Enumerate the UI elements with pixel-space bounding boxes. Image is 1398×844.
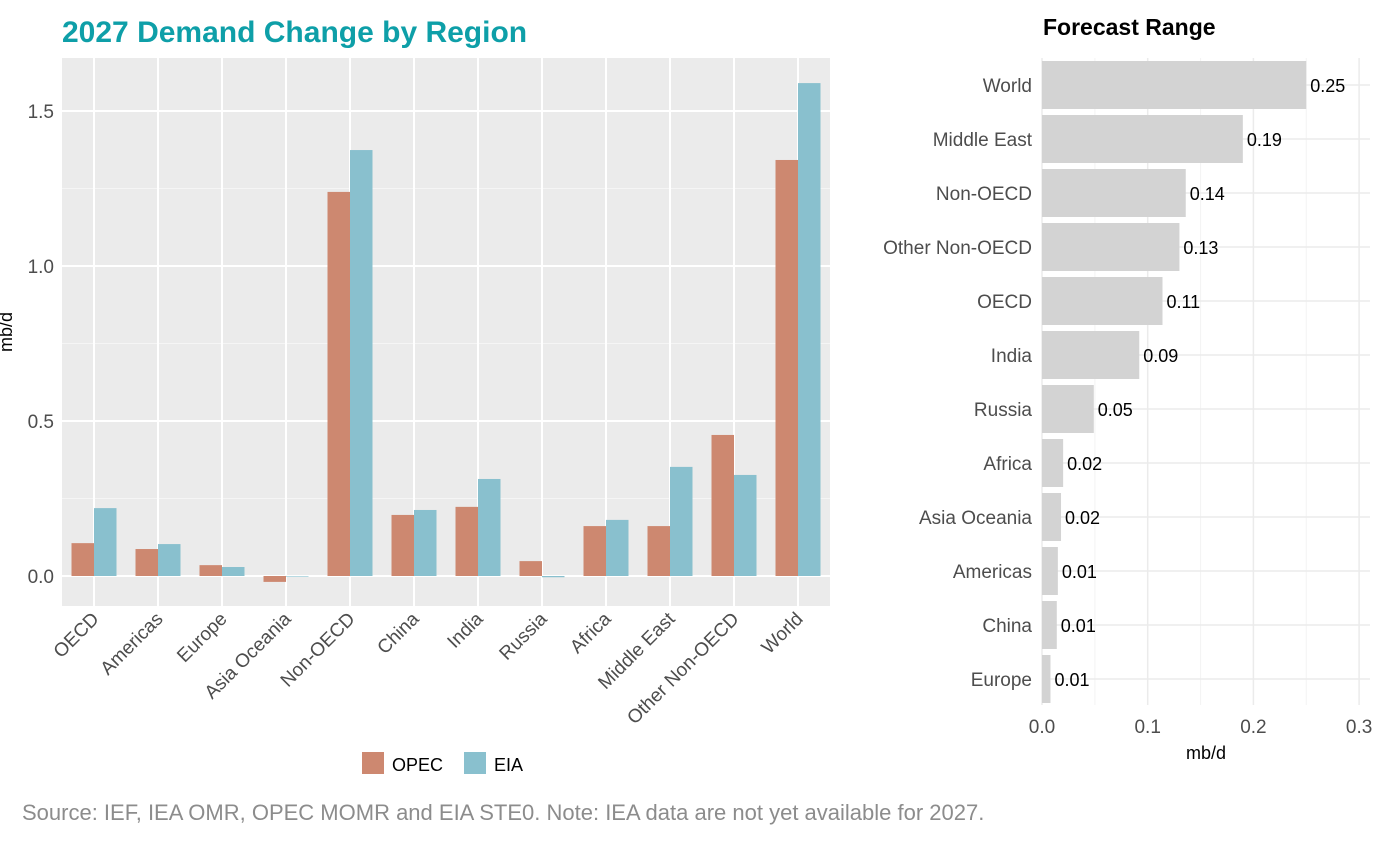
- y-tick-label: 0.5: [28, 412, 54, 433]
- range-bar: [1042, 493, 1062, 541]
- y-tick-label: 1.5: [28, 102, 54, 123]
- bar-eia: [542, 576, 565, 578]
- x-tick-label: India: [444, 608, 488, 652]
- x-tick-label: China: [374, 608, 424, 658]
- x-tick-label: World: [758, 609, 808, 659]
- range-bar: [1042, 61, 1307, 109]
- source-note: Source: IEF, IEA OMR, OPEC MOMR and EIA …: [22, 800, 984, 825]
- x-tick-label: Other Non-OECD: [623, 609, 743, 729]
- range-bar: [1042, 331, 1140, 379]
- data-label: 0.02: [1065, 508, 1100, 528]
- y-tick-label: 1.0: [28, 257, 54, 278]
- bar-eia: [158, 544, 181, 576]
- y-tick-label: Asia Oceania: [919, 508, 1032, 529]
- bar-opec: [775, 159, 798, 577]
- range-bar: [1042, 655, 1051, 703]
- bar-eia: [606, 519, 629, 576]
- chart-title: 2027 Demand Change by Region: [62, 16, 527, 49]
- data-label: 0.05: [1098, 400, 1133, 420]
- chart-title: Forecast Range: [1043, 14, 1216, 40]
- bar-eia: [414, 509, 437, 576]
- x-tick-label: Europe: [173, 609, 231, 667]
- legend-label: OPEC: [392, 755, 443, 775]
- x-tick-label: Africa: [566, 608, 615, 657]
- data-label: 0.01: [1062, 562, 1097, 582]
- y-tick-label: World: [983, 76, 1032, 97]
- y-tick-label: Americas: [953, 562, 1032, 583]
- legend-swatch-eia: [464, 752, 486, 774]
- bar-opec: [327, 191, 350, 576]
- range-bar: [1042, 277, 1163, 325]
- range-bar: [1042, 223, 1180, 271]
- data-label: 0.13: [1183, 238, 1218, 258]
- bar-opec: [647, 526, 670, 576]
- range-bar: [1042, 601, 1057, 649]
- legend-label: EIA: [494, 755, 523, 775]
- bar-eia: [798, 83, 821, 576]
- y-tick-label: Middle East: [933, 130, 1033, 151]
- bar-eia: [350, 150, 373, 576]
- y-tick-label: Other Non-OECD: [883, 238, 1032, 259]
- range-bar: [1042, 115, 1243, 163]
- x-tick-label: 0.1: [1134, 717, 1160, 738]
- x-axis-label: mb/d: [1186, 743, 1226, 763]
- y-tick-label: India: [991, 346, 1033, 367]
- bar-eia: [94, 508, 117, 576]
- bar-eia: [286, 576, 309, 577]
- bar-opec: [711, 434, 734, 576]
- bar-opec: [135, 549, 158, 576]
- data-label: 0.14: [1190, 184, 1225, 204]
- bar-eia: [222, 567, 245, 576]
- x-tick-label: 0.3: [1346, 717, 1372, 738]
- bar-opec: [71, 543, 94, 576]
- y-tick-label: OECD: [977, 292, 1032, 313]
- y-tick-label: Russia: [974, 400, 1033, 421]
- data-label: 0.01: [1054, 670, 1089, 690]
- bar-eia: [478, 478, 501, 576]
- data-label: 0.09: [1143, 346, 1178, 366]
- range-bar: [1042, 169, 1186, 217]
- bar-opec: [455, 506, 478, 576]
- bar-opec: [583, 526, 606, 576]
- data-label: 0.02: [1067, 454, 1102, 474]
- bar-eia: [670, 466, 693, 576]
- y-tick-label: Europe: [971, 670, 1032, 691]
- range-bar: [1042, 385, 1094, 433]
- x-tick-label: 0.0: [1029, 717, 1055, 738]
- y-axis-label: mb/d: [0, 312, 16, 352]
- y-tick-label: Non-OECD: [936, 184, 1032, 205]
- plot-panel: [62, 58, 830, 606]
- bar-eia: [734, 474, 757, 576]
- bar-opec: [199, 565, 222, 576]
- range-bar: [1042, 547, 1058, 595]
- y-tick-label: China: [982, 616, 1032, 637]
- bar-opec: [263, 576, 286, 582]
- x-tick-label: OECD: [50, 609, 104, 663]
- bar-opec: [519, 561, 542, 576]
- x-tick-label: Russia: [496, 608, 552, 664]
- bar-opec: [391, 514, 414, 576]
- data-label: 0.25: [1310, 76, 1345, 96]
- x-tick-label: 0.2: [1240, 717, 1266, 738]
- data-label: 0.01: [1061, 616, 1096, 636]
- x-tick-label: Americas: [97, 609, 168, 680]
- data-label: 0.19: [1247, 130, 1282, 150]
- range-bar: [1042, 439, 1064, 487]
- y-tick-label: Africa: [983, 454, 1032, 475]
- y-tick-label: 0.0: [28, 567, 54, 588]
- legend-swatch-opec: [362, 752, 384, 774]
- data-label: 0.11: [1166, 292, 1200, 312]
